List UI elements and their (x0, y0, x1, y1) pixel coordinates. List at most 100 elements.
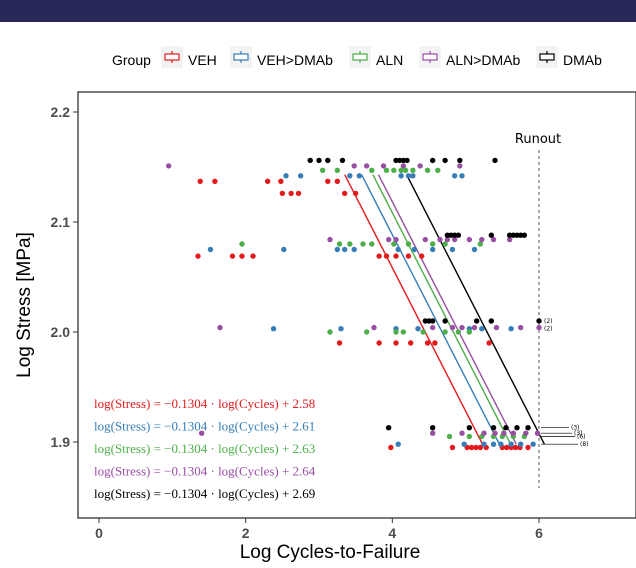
point-dmab (404, 157, 410, 164)
point-veh (239, 253, 245, 259)
point-aln-dmab (517, 324, 524, 331)
point-aln-dmab (437, 236, 443, 243)
point-dmab (473, 318, 480, 324)
point-veh-dmab (395, 441, 401, 447)
point-aln (402, 167, 409, 173)
legend: Group VEH VEH>DMAb ALN ALN>DMAb DMAb (112, 46, 602, 68)
point-aln (327, 329, 333, 335)
legend-key-box (422, 53, 438, 61)
y-axis-label: Log Stress [MPa] (14, 232, 35, 378)
runout-count-label: (2) (544, 326, 553, 333)
point-aln-dmab (471, 324, 478, 331)
legend-label: VEH (188, 52, 217, 68)
point-veh (468, 444, 475, 451)
point-veh (229, 253, 236, 259)
point-veh-dmab (398, 173, 404, 179)
runout-label: Runout (515, 132, 561, 147)
point-veh-dmab (429, 246, 436, 253)
point-aln (336, 241, 343, 247)
point-veh-dmab (415, 326, 421, 332)
point-aln-dmab (466, 236, 473, 243)
point-aln (466, 329, 473, 335)
point-veh-dmab (281, 246, 287, 253)
point-aln-dmab (400, 163, 407, 169)
point-veh (449, 444, 456, 451)
point-veh-dmab (297, 173, 304, 179)
point-veh (424, 340, 431, 346)
point-veh-dmab (481, 441, 487, 447)
point-veh (393, 340, 399, 346)
point-aln (405, 241, 412, 247)
point-veh-dmab (410, 173, 416, 179)
point-aln (391, 241, 397, 247)
point-aln (446, 433, 453, 440)
runout-count-label: (2) (544, 318, 553, 325)
point-veh (195, 253, 201, 259)
point-veh-dmab (338, 326, 344, 332)
point-veh (341, 190, 348, 197)
point-veh (486, 340, 492, 346)
header-bar (0, 0, 636, 22)
point-veh (473, 444, 479, 451)
point-veh (393, 253, 399, 259)
legend-key-box (352, 53, 368, 61)
point-aln (466, 433, 473, 440)
point-veh-dmab (395, 246, 401, 253)
point-veh-dmab (530, 441, 536, 447)
point-veh-dmab (411, 246, 418, 253)
fit-line-aln-dmab (377, 174, 517, 445)
point-veh-dmab (347, 173, 353, 179)
point-aln-dmab (481, 430, 487, 436)
fit-equation: log(Stress) = −0.1304 · log(Cycles) + 2.… (94, 441, 315, 456)
y-tick-label: 1.9 (51, 434, 71, 450)
point-veh (525, 444, 531, 451)
plot-area (165, 150, 546, 488)
point-veh (264, 178, 271, 184)
y-tick-label: 2.0 (51, 324, 71, 340)
point-dmab (536, 318, 542, 324)
point-veh (418, 253, 425, 259)
point-veh-dmab (351, 246, 357, 253)
point-aln-dmab (422, 236, 429, 243)
point-aln-dmab (490, 236, 497, 243)
point-aln-dmab (444, 236, 451, 243)
point-aln-dmab (363, 163, 370, 169)
point-aln (393, 329, 399, 335)
point-veh-dmab (283, 173, 289, 179)
point-dmab (525, 425, 531, 431)
x-axis-label: Log Cycles-to-Failure (240, 542, 421, 563)
point-veh (250, 253, 256, 259)
point-aln-dmab (165, 163, 172, 169)
point-veh (512, 444, 519, 451)
point-veh-dmab (490, 441, 497, 447)
point-aln (391, 167, 397, 173)
legend-key-box (233, 53, 249, 61)
point-dmab (442, 157, 448, 164)
point-veh (212, 178, 218, 184)
point-veh-dmab (334, 246, 341, 253)
point-veh (334, 178, 341, 184)
point-veh (383, 253, 390, 259)
x-tick-label: 6 (535, 525, 543, 541)
plot-panel (77, 91, 636, 519)
point-dmab (325, 157, 331, 164)
point-veh (376, 253, 382, 259)
point-aln-dmab (385, 236, 392, 243)
point-aln-dmab (351, 163, 357, 169)
point-aln (319, 167, 326, 173)
x-tick-label: 0 (95, 525, 103, 541)
fit-equation: log(Stress) = −0.1304 · log(Cycles) + 2.… (94, 419, 315, 434)
point-veh-dmab (270, 326, 277, 332)
y-tick-label: 2.1 (51, 214, 71, 230)
point-aln-dmab (493, 324, 500, 331)
point-veh (279, 190, 286, 197)
point-veh (288, 190, 294, 197)
point-aln-dmab (492, 430, 498, 436)
point-veh-dmab (451, 173, 458, 179)
point-veh (405, 253, 412, 259)
x-tick-label: 2 (242, 525, 250, 541)
point-aln (429, 241, 436, 247)
point-veh (295, 190, 302, 197)
point-veh (197, 178, 203, 184)
